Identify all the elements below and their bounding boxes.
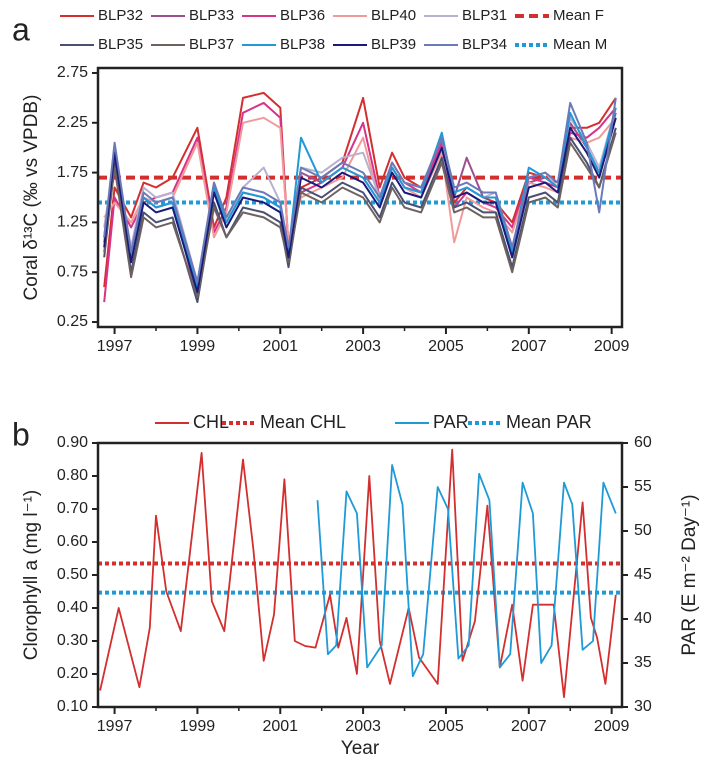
legend-label: BLP37	[189, 36, 234, 53]
y2-tick-label: 50	[634, 522, 652, 539]
legend-label: BLP36	[280, 7, 325, 24]
y-tick-label: 0.40	[57, 599, 88, 616]
data-line	[99, 448, 617, 698]
x-axis-label: Year	[341, 738, 380, 759]
legend-label: BLP35	[98, 36, 143, 53]
legend-label: Mean F	[553, 7, 604, 24]
y-tick-label: 0.10	[57, 698, 88, 715]
x-tick-label: 2005	[428, 718, 464, 735]
y2-tick-label: 35	[634, 654, 652, 671]
y-axis-label: Clorophyll a (mg l⁻¹)	[21, 490, 42, 661]
x-tick-label: 2009	[594, 718, 630, 735]
y-tick-label: 0.75	[57, 263, 88, 280]
x-tick-label: 2003	[345, 338, 381, 355]
legend-label: Mean CHL	[260, 412, 346, 432]
x-tick-label: 1997	[97, 718, 133, 735]
legend-label: BLP33	[189, 7, 234, 24]
legend-label: Mean PAR	[506, 412, 592, 432]
legend-label: BLP34	[462, 36, 507, 53]
legend-label: BLP31	[462, 7, 507, 24]
y-tick-label: 2.75	[57, 64, 88, 81]
x-tick-label: 1999	[180, 718, 216, 735]
y2-tick-label: 60	[634, 434, 652, 451]
x-tick-label: 2007	[511, 338, 547, 355]
y-tick-label: 0.30	[57, 632, 88, 649]
legend-label: BLP39	[371, 36, 416, 53]
plot-frame	[96, 66, 624, 329]
data-line	[103, 107, 617, 289]
data-line	[103, 132, 617, 299]
legend-label: CHL	[193, 412, 229, 432]
y-tick-label: 1.75	[57, 164, 88, 181]
x-tick-label: 1997	[97, 338, 133, 355]
x-tick-label: 2001	[262, 338, 298, 355]
y-tick-label: 0.25	[57, 313, 88, 330]
legend-label: Mean M	[553, 36, 607, 53]
data-line	[316, 464, 617, 678]
y2-tick-label: 30	[634, 698, 652, 715]
x-tick-label: 2005	[428, 338, 464, 355]
y-tick-label: 1.25	[57, 214, 88, 231]
data-line	[103, 117, 617, 294]
y2-tick-label: 45	[634, 566, 652, 583]
panel-label: a	[12, 11, 30, 47]
legend-label: BLP32	[98, 7, 143, 24]
data-line	[103, 97, 617, 284]
y-tick-label: 0.20	[57, 665, 88, 682]
y2-tick-label: 40	[634, 610, 652, 627]
x-tick-label: 2001	[262, 718, 298, 735]
y2-axis-label: PAR (E m⁻² Day⁻¹)	[679, 494, 700, 655]
y-tick-label: 0.70	[57, 500, 88, 517]
legend-label: BLP40	[371, 7, 416, 24]
legend-label: BLP38	[280, 36, 325, 53]
y-tick-label: 0.90	[57, 434, 88, 451]
y-tick-label: 0.60	[57, 533, 88, 550]
panel-label: b	[12, 416, 30, 452]
legend-label: PAR	[433, 412, 469, 432]
x-tick-label: 1999	[180, 338, 216, 355]
y-tick-label: 0.50	[57, 566, 88, 583]
y-tick-label: 0.80	[57, 467, 88, 484]
y-tick-label: 2.25	[57, 114, 88, 131]
y2-tick-label: 55	[634, 478, 652, 495]
data-line	[103, 112, 617, 299]
data-line	[103, 101, 617, 303]
plot-frame	[96, 441, 624, 709]
y-axis-label: Coral δ¹³C (‰ vs VPDB)	[21, 95, 42, 301]
x-tick-label: 2007	[511, 718, 547, 735]
x-tick-label: 2003	[345, 718, 381, 735]
x-tick-label: 2009	[594, 338, 630, 355]
